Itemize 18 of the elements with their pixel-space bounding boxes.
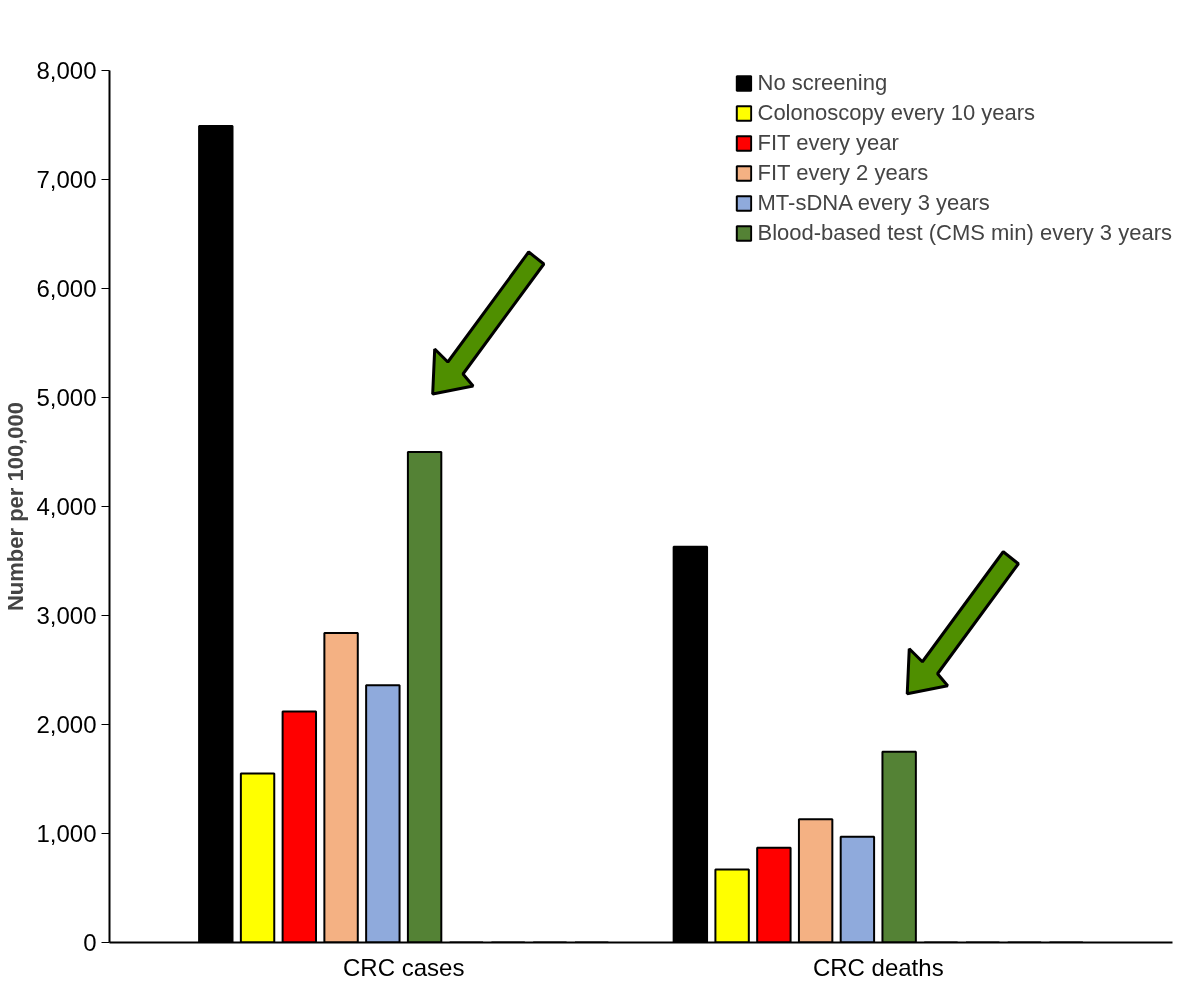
y-tick-label: 0 xyxy=(83,929,97,956)
legend-label: FIT every 2 years xyxy=(757,160,929,186)
y-tick-label: 4,000 xyxy=(36,493,97,520)
legend-label: No screening xyxy=(757,70,888,96)
legend-label: MT-sDNA every 3 years xyxy=(757,190,990,216)
y-tick-label: 2,000 xyxy=(36,711,97,738)
x-tick-label: CRC cases xyxy=(343,953,465,981)
legend-label: Colonoscopy every 10 years xyxy=(757,100,1036,126)
x-tick-label: CRC deaths xyxy=(812,953,944,981)
legend-label: Blood-based test (CMS min) every 3 years xyxy=(757,220,1172,246)
y-tick-label: 7,000 xyxy=(36,166,97,193)
y-tick-label: 1,000 xyxy=(36,820,97,847)
y-tick-label: 3,000 xyxy=(36,602,97,629)
y-tick-label: 8,000 xyxy=(36,57,97,84)
y-axis-title: Number per 100,000 xyxy=(3,401,29,612)
legend-label: FIT every year xyxy=(757,130,899,156)
y-tick-label: 6,000 xyxy=(36,275,97,302)
y-tick-label: 5,000 xyxy=(36,384,97,411)
